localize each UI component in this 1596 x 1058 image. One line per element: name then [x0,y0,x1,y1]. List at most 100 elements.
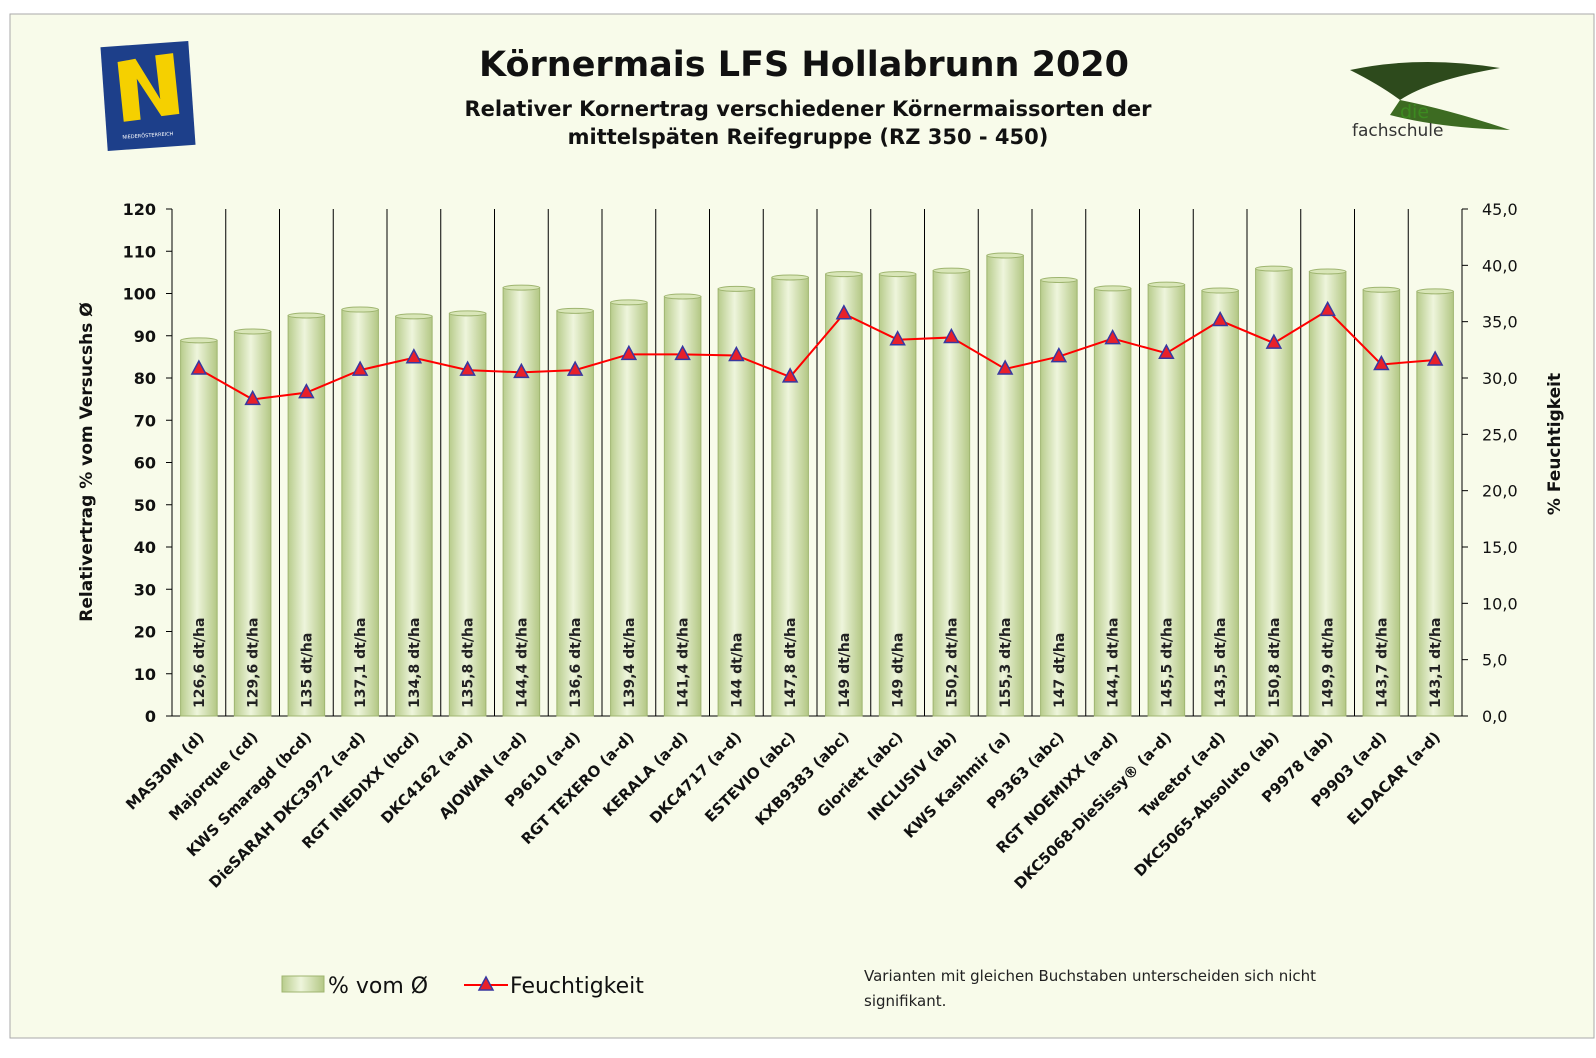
marker [620,344,638,361]
bar [556,310,594,717]
y-tick-label: 100 [123,285,156,304]
bar [825,273,863,717]
bar [878,273,917,717]
y-tick-label: 10 [134,665,156,684]
bar-cap [180,337,218,344]
marker [674,344,691,361]
bar-annotation: 135 dt/ha [299,633,315,708]
marker [943,327,960,344]
bar-cap [932,267,971,274]
bar-annotation: 141,4 dt/ha [676,618,692,708]
y2-tick-label: 25,0 [1482,425,1518,444]
y2-tick-label: 45,0 [1482,200,1518,219]
logo-left: NIEDERÖSTERREICH [100,41,196,151]
bar-annotation: 147,8 dt/ha [783,618,799,708]
bar [1308,271,1347,717]
y2-tick-label: 15,0 [1482,538,1518,557]
y-tick-label: 0 [145,707,156,726]
y2-tick-label: 35,0 [1482,313,1518,332]
marker [244,389,261,406]
marker [728,345,745,362]
footnote: Varianten mit gleichen Buchstaben unters… [864,967,1316,985]
legend-label: Feuchtigkeit [510,974,644,999]
bar-annotation: 150,2 dt/ha [944,618,960,708]
bar-cap [771,274,809,281]
bar [180,339,218,717]
y2-tick-label: 30,0 [1482,369,1518,388]
bar-annotation: 137,1 dt/ha [353,618,369,708]
bar-cap [448,310,487,317]
bar-annotation: 135,8 dt/ha [461,618,477,708]
bar-annotation: 144,1 dt/ha [1106,618,1122,708]
bar-annotation: 150,8 dt/ha [1267,618,1283,708]
bar-annotation: 143,5 dt/ha [1213,618,1229,708]
bar-annotation: 129,6 dt/ha [246,618,262,708]
bar-annotation: 136,6 dt/ha [568,618,584,708]
bar-annotation: 143,7 dt/ha [1374,618,1390,708]
bar-annotation: 139,4 dt/ha [622,618,638,708]
y-tick-label: 20 [134,623,156,642]
y-axis-label: Relativertrag % vom Versucshs Ø [77,302,97,621]
y2-axis-label: % Feuchtigkeit [1545,373,1565,515]
marker [351,360,369,376]
marker [1050,347,1068,363]
bar [663,295,702,717]
bar [287,314,326,717]
bar-annotation: 149,9 dt/ha [1321,618,1337,708]
bar-annotation: 143,1 dt/ha [1428,618,1444,708]
marker [1319,300,1336,317]
bar-cap [341,306,379,313]
chart-subtitle: mittelspäten Reifegruppe (RZ 350 - 450) [568,125,1049,149]
bar [502,287,541,717]
bar-cap [556,307,594,314]
bar-cap [1040,276,1078,283]
bar [610,301,648,717]
bar-annotation: 155,3 dt/ha [998,618,1014,708]
bar-annotation: 126,6 dt/ha [192,618,208,708]
marker [405,348,423,364]
bar-cap [825,271,863,278]
marker [513,362,530,379]
marker [889,330,906,346]
chart-subtitle: Relativer Kornertrag verschiedener Körne… [465,97,1153,121]
marker [1211,310,1229,327]
legend-label: % vom Ø [328,974,428,999]
y-tick-label: 50 [134,496,156,515]
bar [448,312,487,717]
y-tick-label: 40 [134,538,156,557]
bar-cap [1255,265,1293,272]
bar-annotation: 144 dt/ha [729,633,745,708]
bar-cap [986,252,1024,259]
bar [771,276,809,717]
y-tick-label: 80 [134,369,156,388]
bar [395,315,433,717]
bar-cap [1308,268,1347,275]
marker [835,304,853,320]
marker [1373,354,1390,371]
legend-marker [477,975,495,991]
bar-cap [1093,285,1132,292]
marker [781,367,799,383]
logo-text: die [1400,101,1429,123]
logo-right: die fachschule [1350,61,1510,141]
y-tick-label: 110 [123,242,156,261]
y-tick-label: 120 [123,200,156,219]
bar-annotation: 149 dt/ha [891,633,907,708]
bar-cap [1147,281,1186,288]
y2-tick-label: 0,0 [1482,707,1507,726]
marker [1158,343,1175,359]
footnote: signifikant. [864,992,946,1010]
bar-cap [878,271,917,278]
y-tick-label: 90 [134,327,156,346]
y2-tick-label: 5,0 [1482,651,1507,670]
bar-annotation: 134,8 dt/ha [407,618,423,708]
bar-cap [1362,286,1401,293]
line [198,309,1436,401]
chart-title: Körnermais LFS Hollabrunn 2020 [479,45,1129,85]
bar-cap [610,299,648,306]
bar-cap [233,328,272,335]
y-tick-label: 30 [134,580,156,599]
marker [190,359,208,375]
marker [1426,350,1444,366]
